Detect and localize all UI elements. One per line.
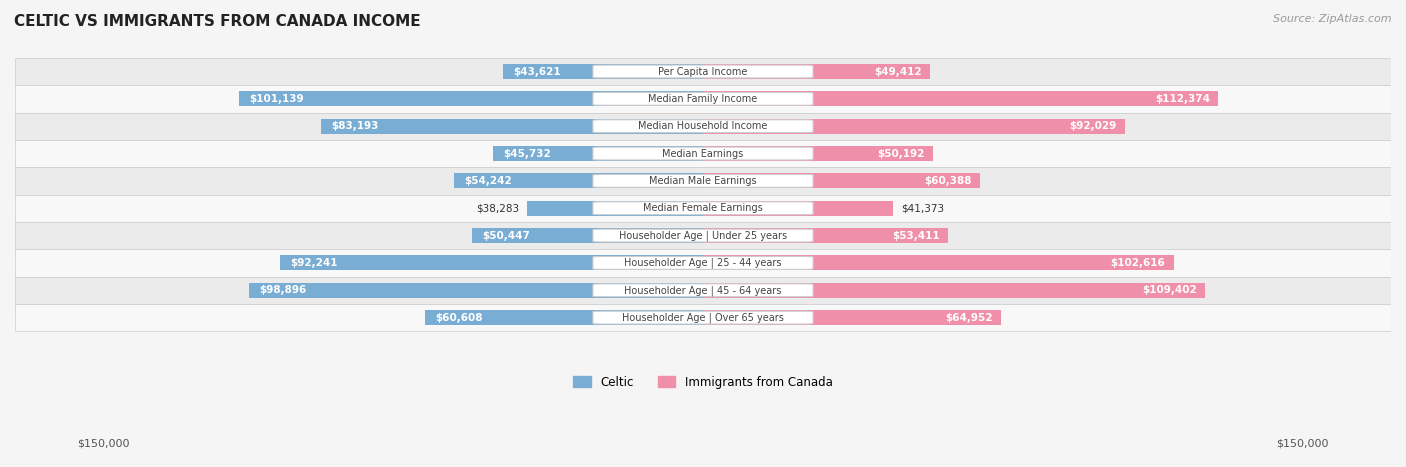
Text: $101,139: $101,139 — [249, 94, 304, 104]
Bar — [703, 228, 948, 243]
Text: $50,192: $50,192 — [877, 149, 925, 158]
Text: $53,411: $53,411 — [891, 231, 939, 241]
Bar — [15, 140, 1391, 167]
FancyBboxPatch shape — [593, 147, 813, 160]
Bar — [15, 167, 1391, 195]
Legend: Celtic, Immigrants from Canada: Celtic, Immigrants from Canada — [568, 371, 838, 393]
Text: $38,283: $38,283 — [477, 203, 519, 213]
Bar — [703, 92, 1219, 106]
Bar — [15, 222, 1391, 249]
Text: $60,608: $60,608 — [436, 312, 482, 323]
Bar — [249, 283, 703, 298]
Text: $112,374: $112,374 — [1156, 94, 1211, 104]
FancyBboxPatch shape — [593, 284, 813, 297]
Text: $98,896: $98,896 — [260, 285, 307, 295]
FancyBboxPatch shape — [593, 229, 813, 242]
Bar — [15, 195, 1391, 222]
Text: $45,732: $45,732 — [503, 149, 551, 158]
Bar — [322, 119, 703, 134]
FancyBboxPatch shape — [593, 311, 813, 324]
Text: Householder Age | 45 - 64 years: Householder Age | 45 - 64 years — [624, 285, 782, 296]
Text: Median Household Income: Median Household Income — [638, 121, 768, 131]
Text: Source: ZipAtlas.com: Source: ZipAtlas.com — [1274, 14, 1392, 24]
Text: $92,241: $92,241 — [290, 258, 337, 268]
Bar — [527, 201, 703, 216]
Text: $109,402: $109,402 — [1142, 285, 1197, 295]
Bar — [15, 276, 1391, 304]
Text: $49,412: $49,412 — [873, 66, 921, 77]
Text: $41,373: $41,373 — [901, 203, 945, 213]
Text: $43,621: $43,621 — [513, 66, 561, 77]
FancyBboxPatch shape — [593, 92, 813, 105]
Text: Median Male Earnings: Median Male Earnings — [650, 176, 756, 186]
Bar — [703, 201, 893, 216]
Bar — [454, 173, 703, 188]
Text: $102,616: $102,616 — [1111, 258, 1166, 268]
Bar — [703, 173, 980, 188]
Text: $54,242: $54,242 — [464, 176, 512, 186]
Bar — [15, 249, 1391, 276]
Bar — [703, 283, 1205, 298]
Bar — [239, 92, 703, 106]
Bar — [280, 255, 703, 270]
Bar — [471, 228, 703, 243]
Text: Householder Age | Over 65 years: Householder Age | Over 65 years — [621, 312, 785, 323]
FancyBboxPatch shape — [593, 65, 813, 78]
FancyBboxPatch shape — [593, 120, 813, 133]
Bar — [15, 113, 1391, 140]
Bar — [703, 310, 1001, 325]
Text: $92,029: $92,029 — [1070, 121, 1116, 131]
Text: Householder Age | 25 - 44 years: Householder Age | 25 - 44 years — [624, 258, 782, 268]
Bar — [503, 64, 703, 79]
Text: $83,193: $83,193 — [332, 121, 380, 131]
Text: Median Female Earnings: Median Female Earnings — [643, 203, 763, 213]
Bar — [15, 85, 1391, 113]
FancyBboxPatch shape — [593, 256, 813, 269]
Bar — [425, 310, 703, 325]
Bar — [703, 146, 934, 161]
Bar — [15, 58, 1391, 85]
Text: $150,000: $150,000 — [77, 439, 129, 448]
Text: Median Family Income: Median Family Income — [648, 94, 758, 104]
Text: $60,388: $60,388 — [924, 176, 972, 186]
Bar — [703, 255, 1174, 270]
Text: CELTIC VS IMMIGRANTS FROM CANADA INCOME: CELTIC VS IMMIGRANTS FROM CANADA INCOME — [14, 14, 420, 29]
Text: Per Capita Income: Per Capita Income — [658, 66, 748, 77]
FancyBboxPatch shape — [593, 202, 813, 215]
Text: Householder Age | Under 25 years: Householder Age | Under 25 years — [619, 230, 787, 241]
FancyBboxPatch shape — [593, 175, 813, 187]
Text: Median Earnings: Median Earnings — [662, 149, 744, 158]
Bar — [15, 304, 1391, 331]
Bar — [494, 146, 703, 161]
Bar — [703, 119, 1125, 134]
Text: $50,447: $50,447 — [482, 231, 530, 241]
Bar — [703, 64, 929, 79]
Text: $64,952: $64,952 — [945, 312, 993, 323]
Text: $150,000: $150,000 — [1277, 439, 1329, 448]
